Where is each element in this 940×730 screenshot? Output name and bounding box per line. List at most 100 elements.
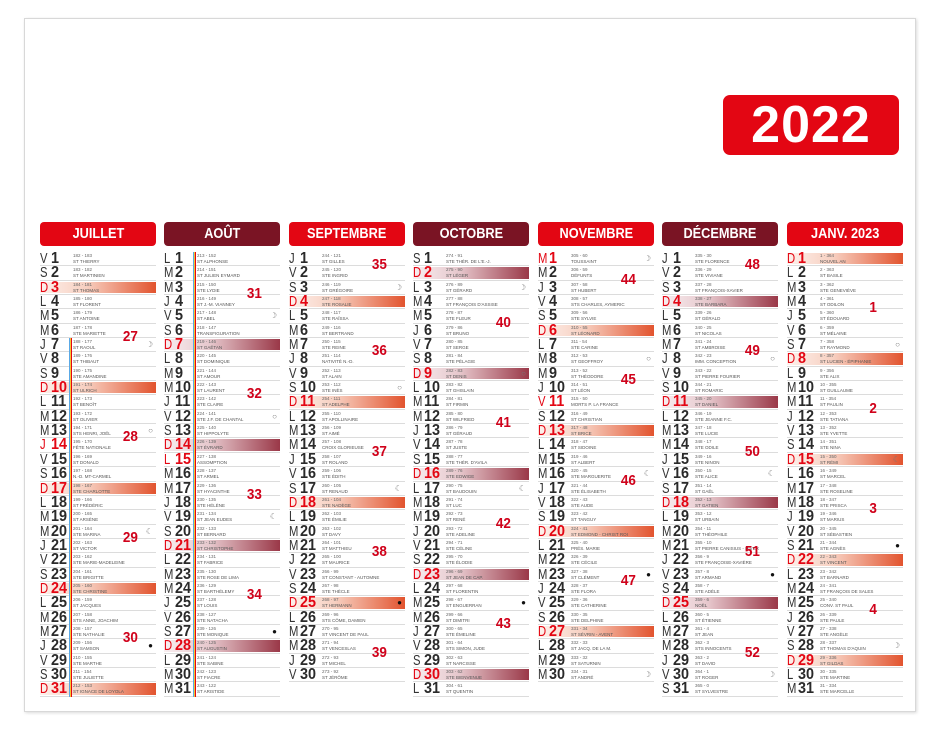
day-number: 11 [673, 393, 689, 411]
week-number: 44 [620, 270, 636, 288]
sunday-highlight [538, 525, 654, 537]
day-number: 19 [798, 508, 815, 526]
day-of-year: 299 - 66 [446, 611, 463, 617]
day-of-year: 290 - 75 [446, 482, 463, 488]
school-holiday-bars [193, 524, 196, 539]
day-of-year: 358 - 7 [695, 582, 710, 588]
saint-name: STE MARINA [73, 531, 101, 537]
day-row: D 25 359 - 6 NOËL [662, 595, 778, 611]
weekday-letter: M [538, 350, 548, 368]
saint-name: STE FLEUR [446, 316, 471, 322]
saint-name: ST DONALD [73, 459, 99, 465]
saint-name: ST THOMAS [73, 287, 100, 293]
day-number: 11 [424, 393, 440, 411]
weekday-letter: L [289, 608, 296, 626]
weekday-letter: S [538, 508, 546, 526]
day-of-year: 266 - 99 [322, 568, 339, 574]
saint-name: ST BARTHÉLEMY [197, 588, 235, 594]
saint-name: FÊTE NATIONALE [73, 445, 111, 451]
day-of-year: 359 - 6 [695, 597, 710, 603]
saint-name: ST ALAIN [322, 373, 342, 379]
weekday-letter: M [538, 551, 548, 569]
day-number: 9 [673, 364, 682, 382]
day-number: 30 [300, 665, 317, 683]
day-number: 19 [51, 508, 68, 526]
month-header: AOÛT [164, 222, 280, 246]
day-row: M 9 221 - 144 ST AMOUR [164, 365, 280, 381]
day-number: 25 [549, 594, 566, 612]
day-number: 8 [175, 350, 184, 368]
day-row: J 18 230 - 135 STE HÉLÈNE [164, 493, 280, 511]
day-row: S 24 267 - 98 STE THÈCLE [289, 580, 405, 596]
weekday-letter: S [164, 422, 172, 440]
day-of-year: 5 - 360 [820, 310, 835, 316]
school-holiday-bars [193, 381, 196, 396]
moon-new-icon: ● [397, 598, 402, 608]
weekday-letter: M [662, 522, 672, 540]
day-number: 18 [175, 493, 192, 511]
weekday-letter: D [662, 393, 671, 411]
weekday-letter: S [40, 565, 48, 583]
day-of-year: 182 - 183 [73, 253, 93, 258]
day-number: 26 [798, 608, 815, 626]
day-of-year: 269 - 96 [322, 611, 339, 617]
weekday-letter: L [413, 479, 420, 497]
day-number: 23 [424, 565, 441, 583]
sunday-highlight [164, 539, 280, 552]
school-holiday-bars [69, 481, 72, 496]
day-row: M 6 340 - 25 ST NICOLAS [662, 322, 778, 338]
day-of-year: 26 - 339 [820, 611, 837, 617]
saint-name: ST LAURENT [197, 388, 225, 394]
saint-name: ST WILFRIED [446, 416, 475, 422]
day-number: 6 [549, 321, 558, 339]
day-row: M 22 326 - 39 STE CÉCILE [538, 551, 654, 569]
day-row: D 4 338 - 27 STE BARBARA [662, 294, 778, 310]
saint-name: STE AUDE [571, 502, 594, 508]
day-list: S 1 274 - 91 STE THÉR. DE L'E.-J. D 2 275 - 90… [413, 251, 529, 697]
day-of-year: 194 - 171 [73, 425, 93, 431]
day-of-year: 239 - 126 [197, 625, 217, 631]
day-of-year: 211 - 154 [73, 668, 92, 674]
day-number: 31 [175, 680, 192, 698]
day-row: D 24 205 - 160 STE CHRISTINE [40, 580, 156, 596]
saint-name: ST TANGUY [571, 517, 597, 523]
day-row: M 8 312 - 53 ST GEOFFROY ○ [538, 350, 654, 368]
day-of-year: 316 - 49 [571, 410, 588, 416]
day-row: V 7 280 - 85 ST SERGE [413, 337, 529, 353]
weekday-letter: D [787, 551, 796, 569]
month-header: JANV. 2023 [787, 222, 903, 246]
day-of-year: 253 - 112 [322, 382, 341, 388]
saint-name: ST SÉVRIN - AVENT [571, 631, 614, 637]
day-of-year: 300 - 65 [446, 625, 463, 631]
weekday-letter: V [40, 450, 48, 468]
day-row: S 22 295 - 70 STE ÉLODIE [413, 552, 529, 568]
day-of-year: 201 - 164 [73, 525, 93, 531]
day-number: 8 [798, 350, 807, 368]
saint-name: ST FRANÇOIS D'ASSISE [446, 302, 498, 308]
day-row: J 26 26 - 339 STE PAULE [787, 608, 903, 626]
weekday-letter: M [662, 436, 672, 454]
saint-name: STE REINE [322, 345, 346, 351]
moon-last-quarter-icon: ☾ [518, 483, 526, 493]
day-number: 11 [175, 393, 191, 411]
day-number: 8 [424, 350, 433, 368]
sunday-highlight [289, 296, 405, 308]
day-of-year: 317 - 48 [571, 425, 588, 431]
week-number: 31 [246, 285, 262, 303]
day-row: M 10 222 - 143 ST LAURENT 32 [164, 380, 280, 402]
weekday-letter: S [164, 622, 172, 640]
weekday-letter: M [413, 307, 423, 325]
school-holiday-bars [193, 266, 196, 281]
day-of-year: 186 - 179 [73, 310, 93, 316]
day-of-year: 347 - 18 [695, 425, 712, 431]
saint-name: ST JUSTE [446, 445, 468, 451]
day-number: 26 [549, 608, 566, 626]
day-row: M 27 270 - 95 ST VINCENT DE PAUL [289, 623, 405, 639]
saint-name: ST CONSTANT - AUTOMNE [322, 574, 380, 580]
moon-new-icon: ● [521, 598, 526, 608]
saint-name: ST JACQ. DE LA M. [571, 646, 612, 652]
saint-name: ST MATTHIEU [322, 545, 352, 551]
day-number: 24 [549, 579, 566, 597]
day-number: 16 [673, 465, 690, 483]
saint-name: ST GÉRARD [446, 287, 473, 293]
